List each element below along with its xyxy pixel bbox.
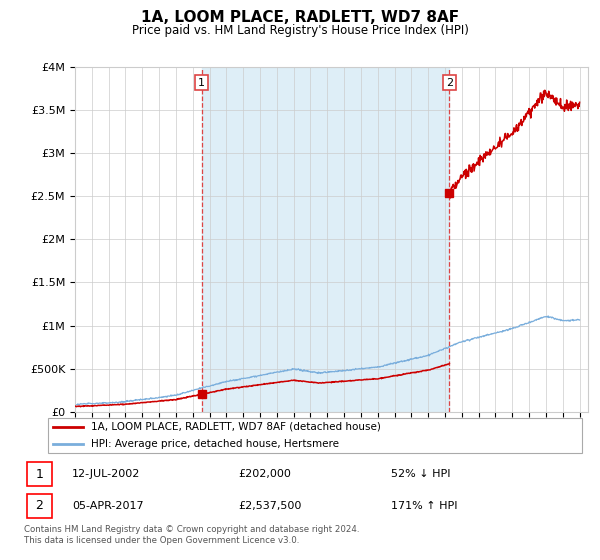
Text: 1: 1	[198, 78, 205, 88]
Text: Contains HM Land Registry data © Crown copyright and database right 2024.
This d: Contains HM Land Registry data © Crown c…	[24, 525, 359, 545]
Text: 1A, LOOM PLACE, RADLETT, WD7 8AF (detached house): 1A, LOOM PLACE, RADLETT, WD7 8AF (detach…	[91, 422, 381, 432]
Text: 1: 1	[35, 468, 43, 480]
FancyBboxPatch shape	[27, 463, 52, 486]
Text: 1A, LOOM PLACE, RADLETT, WD7 8AF: 1A, LOOM PLACE, RADLETT, WD7 8AF	[141, 10, 459, 25]
FancyBboxPatch shape	[48, 418, 582, 453]
Text: £202,000: £202,000	[238, 469, 291, 479]
Text: 52% ↓ HPI: 52% ↓ HPI	[391, 469, 450, 479]
Text: 171% ↑ HPI: 171% ↑ HPI	[391, 501, 457, 511]
FancyBboxPatch shape	[27, 494, 52, 517]
Text: 12-JUL-2002: 12-JUL-2002	[72, 469, 140, 479]
Text: 2: 2	[446, 78, 453, 88]
Text: HPI: Average price, detached house, Hertsmere: HPI: Average price, detached house, Hert…	[91, 440, 339, 450]
Bar	[202, 67, 449, 412]
Text: 05-APR-2017: 05-APR-2017	[72, 501, 143, 511]
Text: 2: 2	[35, 499, 43, 512]
Text: £2,537,500: £2,537,500	[238, 501, 302, 511]
Text: Price paid vs. HM Land Registry's House Price Index (HPI): Price paid vs. HM Land Registry's House …	[131, 24, 469, 36]
